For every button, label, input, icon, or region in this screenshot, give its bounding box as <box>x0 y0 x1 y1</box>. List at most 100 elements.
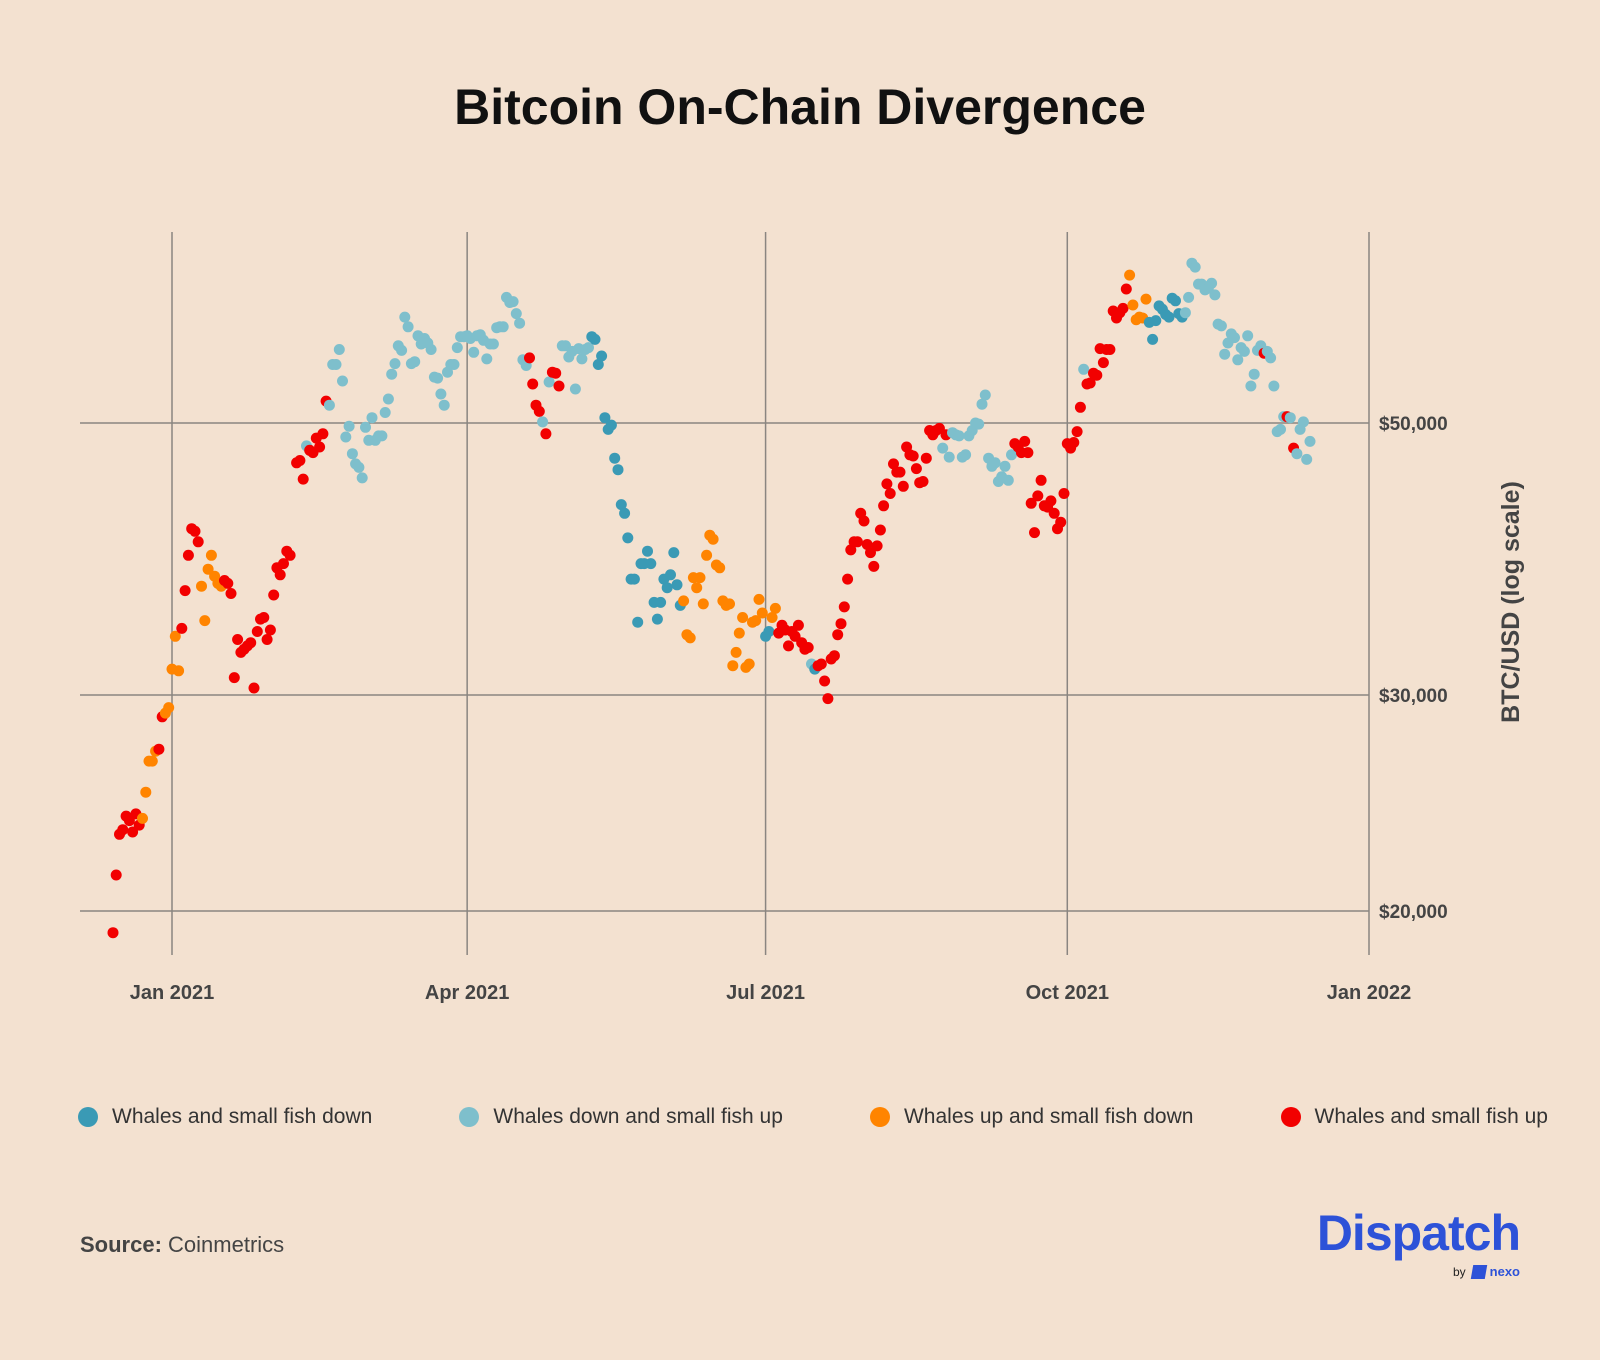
legend-item-whales-down-small-fish-up: Whales down and small fish up <box>459 1105 783 1129</box>
data-point <box>507 296 519 308</box>
data-point <box>323 399 335 411</box>
data-point <box>340 431 352 443</box>
data-point <box>920 452 932 464</box>
data-point <box>960 449 972 461</box>
data-point <box>514 317 526 329</box>
data-point <box>343 420 355 432</box>
data-point <box>783 640 794 652</box>
legend-swatch-du <box>459 1107 480 1127</box>
data-point <box>179 585 191 597</box>
data-point <box>264 624 276 636</box>
data-point <box>258 612 270 623</box>
data-point <box>117 824 129 836</box>
data-point <box>730 646 742 658</box>
data-point <box>910 463 922 475</box>
data-point <box>894 466 906 478</box>
data-point <box>425 344 437 355</box>
data-point <box>1025 497 1037 509</box>
data-point <box>330 359 342 370</box>
data-point <box>697 598 709 610</box>
brand-partner: nexo <box>1489 1264 1520 1279</box>
data-point <box>189 525 201 537</box>
x-tick-label: Jul 2021 <box>726 982 805 1004</box>
data-point <box>605 419 617 431</box>
data-point <box>163 702 175 714</box>
data-point <box>225 588 237 599</box>
y-tick-label: $50,000 <box>1379 414 1448 435</box>
brand-byline: by nexo <box>1453 1264 1520 1279</box>
data-point <box>707 533 719 545</box>
data-point <box>232 634 244 645</box>
data-point <box>615 499 627 511</box>
data-point <box>1091 369 1103 381</box>
data-point <box>274 569 286 581</box>
data-point <box>268 589 280 601</box>
data-point <box>661 582 673 594</box>
data-point <box>487 338 499 350</box>
data-point <box>1055 516 1067 528</box>
data-point <box>448 359 460 370</box>
data-point <box>169 630 181 642</box>
y-tick-label: $20,000 <box>1379 902 1448 923</box>
data-point <box>1097 357 1109 369</box>
data-point <box>497 321 509 333</box>
data-point <box>851 536 863 548</box>
x-tick-label: Jan 2022 <box>1327 982 1412 1004</box>
data-point <box>278 558 289 570</box>
data-point <box>609 452 621 464</box>
data-point <box>1206 277 1218 289</box>
data-point <box>684 632 696 644</box>
data-point <box>678 595 690 607</box>
data-point <box>527 378 539 390</box>
data-point <box>619 507 631 519</box>
data-point <box>835 618 847 630</box>
data-point <box>1019 435 1031 447</box>
data-point <box>1183 291 1195 303</box>
data-point <box>943 451 955 463</box>
data-point <box>202 563 214 575</box>
data-point <box>1268 380 1280 392</box>
data-point <box>612 464 624 476</box>
data-point <box>937 442 949 454</box>
x-tick-label: Apr 2021 <box>425 982 510 1004</box>
brand-logo: Dispatch by nexo <box>1290 1208 1521 1279</box>
data-point <box>409 356 421 368</box>
data-point <box>1029 527 1040 539</box>
data-point <box>533 405 545 417</box>
data-point <box>1032 490 1044 502</box>
data-point <box>769 602 781 614</box>
data-point <box>146 755 158 767</box>
data-point <box>550 367 562 379</box>
data-point <box>907 450 919 462</box>
data-point <box>733 627 745 639</box>
data-point <box>792 619 804 631</box>
data-point <box>553 380 565 392</box>
data-point <box>524 352 535 364</box>
data-point <box>1150 315 1162 327</box>
data-point <box>1002 474 1014 486</box>
data-point <box>665 569 676 581</box>
data-point <box>481 353 493 365</box>
data-point <box>468 346 480 358</box>
data-point <box>1304 435 1316 447</box>
data-point <box>389 358 401 370</box>
data-point <box>802 642 814 653</box>
data-point <box>382 393 394 405</box>
y-axis-ticks: $20,000 $30,000 $50,000 <box>1379 414 1448 923</box>
x-tick-label: Oct 2021 <box>1026 982 1109 1004</box>
data-point <box>596 350 608 362</box>
data-point <box>192 536 204 548</box>
data-point <box>284 549 296 561</box>
data-point <box>379 407 391 418</box>
data-point <box>753 593 765 605</box>
y-tick-label: $30,000 <box>1379 686 1448 707</box>
legend-item-whales-small-fish-up: Whales and small fish up <box>1280 1105 1548 1129</box>
data-point <box>651 613 663 625</box>
data-point <box>842 573 854 585</box>
data-point <box>645 558 657 570</box>
data-point <box>386 368 398 380</box>
legend: Whales and small fish down Whales down a… <box>78 1097 1548 1137</box>
data-point <box>537 416 549 428</box>
data-point <box>589 333 601 345</box>
